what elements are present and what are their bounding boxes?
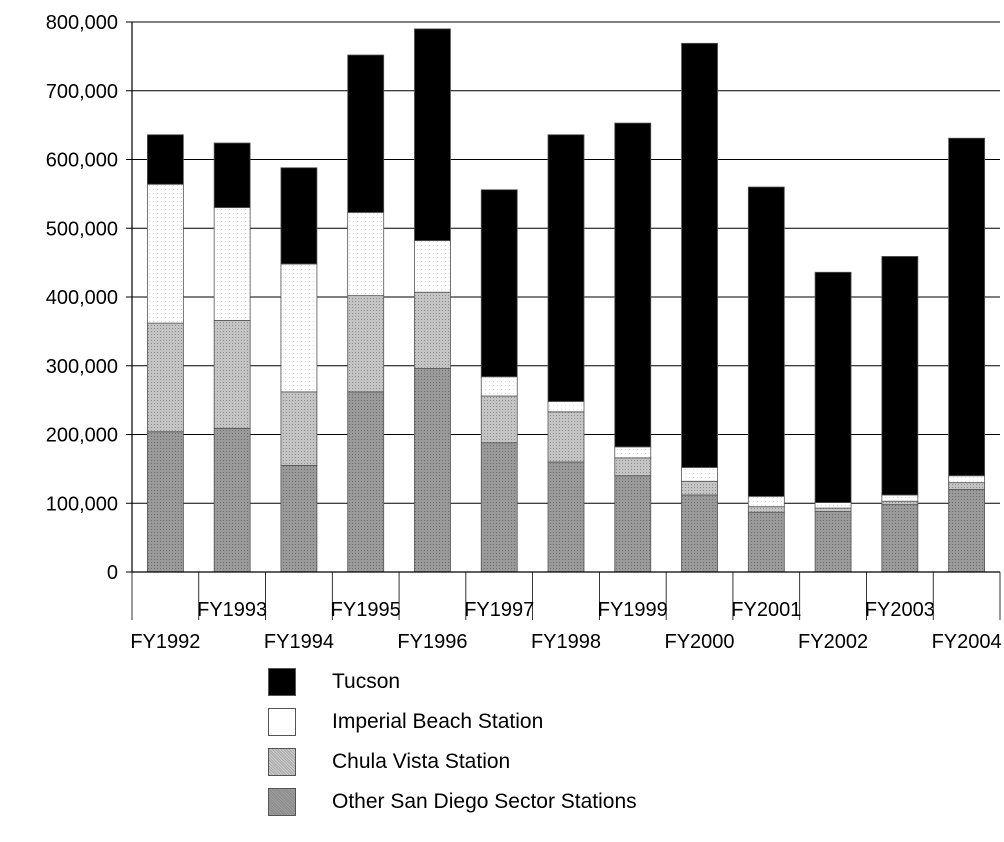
bar-segment: [347, 295, 385, 393]
y-tick-label: 100,000: [46, 493, 118, 515]
bar-segment: [614, 457, 652, 477]
x-tick-label: FY2000: [665, 631, 735, 653]
x-tick-label: FY1996: [397, 631, 467, 653]
bar-segment: [881, 494, 919, 502]
bar-segment: [347, 54, 385, 213]
bar-segment: [881, 504, 919, 573]
bar-segment: [814, 511, 852, 573]
bar-segment: [681, 480, 718, 496]
bar-segment: [213, 142, 251, 209]
legend-label: Imperial Beach Station: [332, 710, 544, 733]
bar-segment: [414, 28, 451, 242]
bar-segment: [814, 507, 852, 512]
bar-segment: [814, 502, 852, 509]
x-tick-labels: FY1992 FY1993 FY1994 FY1995 FY1996 FY1997 FY19…: [130, 599, 1001, 653]
legend-label: Tucson: [332, 670, 401, 693]
axes: [126, 21, 1001, 620]
legend-item: Imperial Beach Station: [268, 702, 637, 742]
legend-swatch: [268, 708, 296, 736]
bar-segment: [280, 167, 318, 265]
x-tick-label: FY1993: [197, 599, 267, 621]
bar-segment: [747, 495, 785, 508]
y-tick-label: 700,000: [46, 81, 118, 103]
x-tick-label: FY2003: [865, 599, 935, 621]
bar-segment: [814, 271, 852, 503]
x-tick-label: FY1992: [130, 631, 200, 653]
legend-item: Tucson: [268, 662, 637, 702]
bar-segment: [547, 461, 585, 573]
x-tick-label: FY1999: [598, 599, 668, 621]
x-tick-label: FY1994: [264, 631, 334, 653]
legend: Tucson Imperial Beach Station Chula Vista …: [268, 662, 637, 822]
legend-swatch: [268, 668, 296, 696]
bar-segment: [146, 134, 184, 185]
bars: [146, 28, 986, 573]
bar-segment: [414, 291, 451, 369]
y-tick-label: 200,000: [46, 425, 118, 447]
bar-segment: [881, 256, 919, 496]
bar-segment: [747, 511, 785, 573]
bar-segment: [146, 183, 184, 324]
x-tick-label: FY1997: [464, 599, 534, 621]
y-tick-label: 600,000: [46, 150, 118, 172]
y-tick-label: 800,000: [46, 12, 118, 34]
bar-segment: [480, 395, 518, 444]
bar-segment: [614, 446, 652, 459]
bar-segment: [213, 319, 251, 429]
bar-segment: [547, 411, 585, 463]
bar-segment: [414, 368, 451, 573]
y-tick-label: 400,000: [46, 287, 118, 309]
x-tick-label: FY2004: [932, 631, 1002, 653]
bar-segment: [948, 482, 986, 490]
bar-segment: [213, 427, 251, 573]
x-tick-label: FY2002: [798, 631, 868, 653]
x-tick-label: FY2001: [731, 599, 801, 621]
bar-segment: [614, 475, 652, 573]
x-tick-label: FY1998: [531, 631, 601, 653]
y-tick-label: 500,000: [46, 218, 118, 240]
bar-segment: [747, 506, 785, 513]
y-tick-labels: 0 100,000 200,000 300,000 400,000 500,000 600,…: [46, 12, 118, 584]
bar-segment: [948, 137, 986, 477]
bar-segment: [681, 467, 718, 482]
bar-segment: [347, 391, 385, 573]
bar-segment: [747, 186, 785, 497]
legend-swatch: [268, 748, 296, 776]
bar-segment: [280, 263, 318, 393]
stacked-bar-chart: 0 100,000 200,000 300,000 400,000 500,000 600,…: [46, 12, 1002, 653]
bar-segment: [146, 322, 184, 433]
legend-label: Other San Diego Sector Stations: [332, 790, 637, 813]
bar-segment: [480, 189, 518, 378]
bar-segment: [280, 465, 318, 573]
bar-segment: [547, 134, 585, 402]
bar-segment: [948, 489, 986, 573]
x-tick-label: FY1995: [331, 599, 401, 621]
bar-segment: [414, 240, 451, 293]
y-tick-label: 300,000: [46, 356, 118, 378]
y-tick-label: 0: [107, 562, 118, 584]
bar-segment: [347, 212, 385, 297]
bar-segment: [280, 391, 318, 466]
legend-item: Other San Diego Sector Stations: [268, 782, 637, 822]
legend-label: Chula Vista Station: [332, 750, 511, 773]
bar-segment: [480, 376, 518, 397]
legend-item: Chula Vista Station: [268, 742, 637, 782]
bar-segment: [681, 494, 718, 573]
bar-segment: [213, 207, 251, 321]
bar-segment: [948, 475, 986, 484]
legend-swatch: [268, 788, 296, 816]
bar-segment: [681, 42, 718, 468]
bar-segment: [480, 442, 518, 573]
bar-segment: [614, 122, 652, 448]
bar-segment: [547, 401, 585, 413]
bar-segment: [146, 431, 184, 573]
bar-segment: [881, 500, 919, 506]
